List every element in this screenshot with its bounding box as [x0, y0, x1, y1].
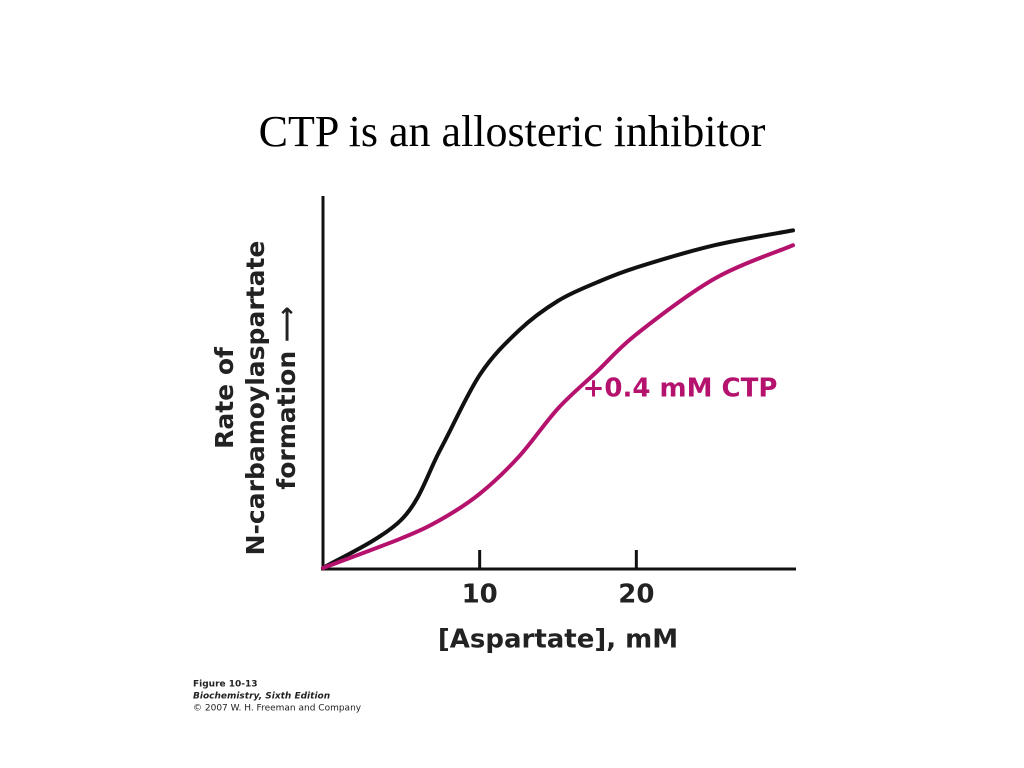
series-label: +0.4 mM CTP [583, 374, 778, 404]
slide-title: CTP is an allosteric inhibitor [259, 107, 766, 156]
x-tick-label: 10 [462, 580, 498, 610]
y-axis-label-line: N-carbamoylaspartate [241, 241, 270, 556]
source-line: Figure 10-13 [193, 680, 258, 690]
x-tick-label: 20 [618, 580, 654, 610]
x-axis-label: [Aspartate], mM [438, 625, 678, 655]
y-axis-label-line: Rate of [210, 346, 239, 449]
y-axis-label-line: formation ⟶ [272, 306, 301, 489]
line-series [321, 228, 795, 570]
line-series [321, 243, 795, 570]
y-axis-label: Rate of N-carbamoylaspartate formation ⟶ [210, 241, 301, 556]
source-line: Biochemistry, Sixth Edition [193, 692, 330, 702]
source-line: © 2007 W. H. Freeman and Company [193, 704, 362, 714]
